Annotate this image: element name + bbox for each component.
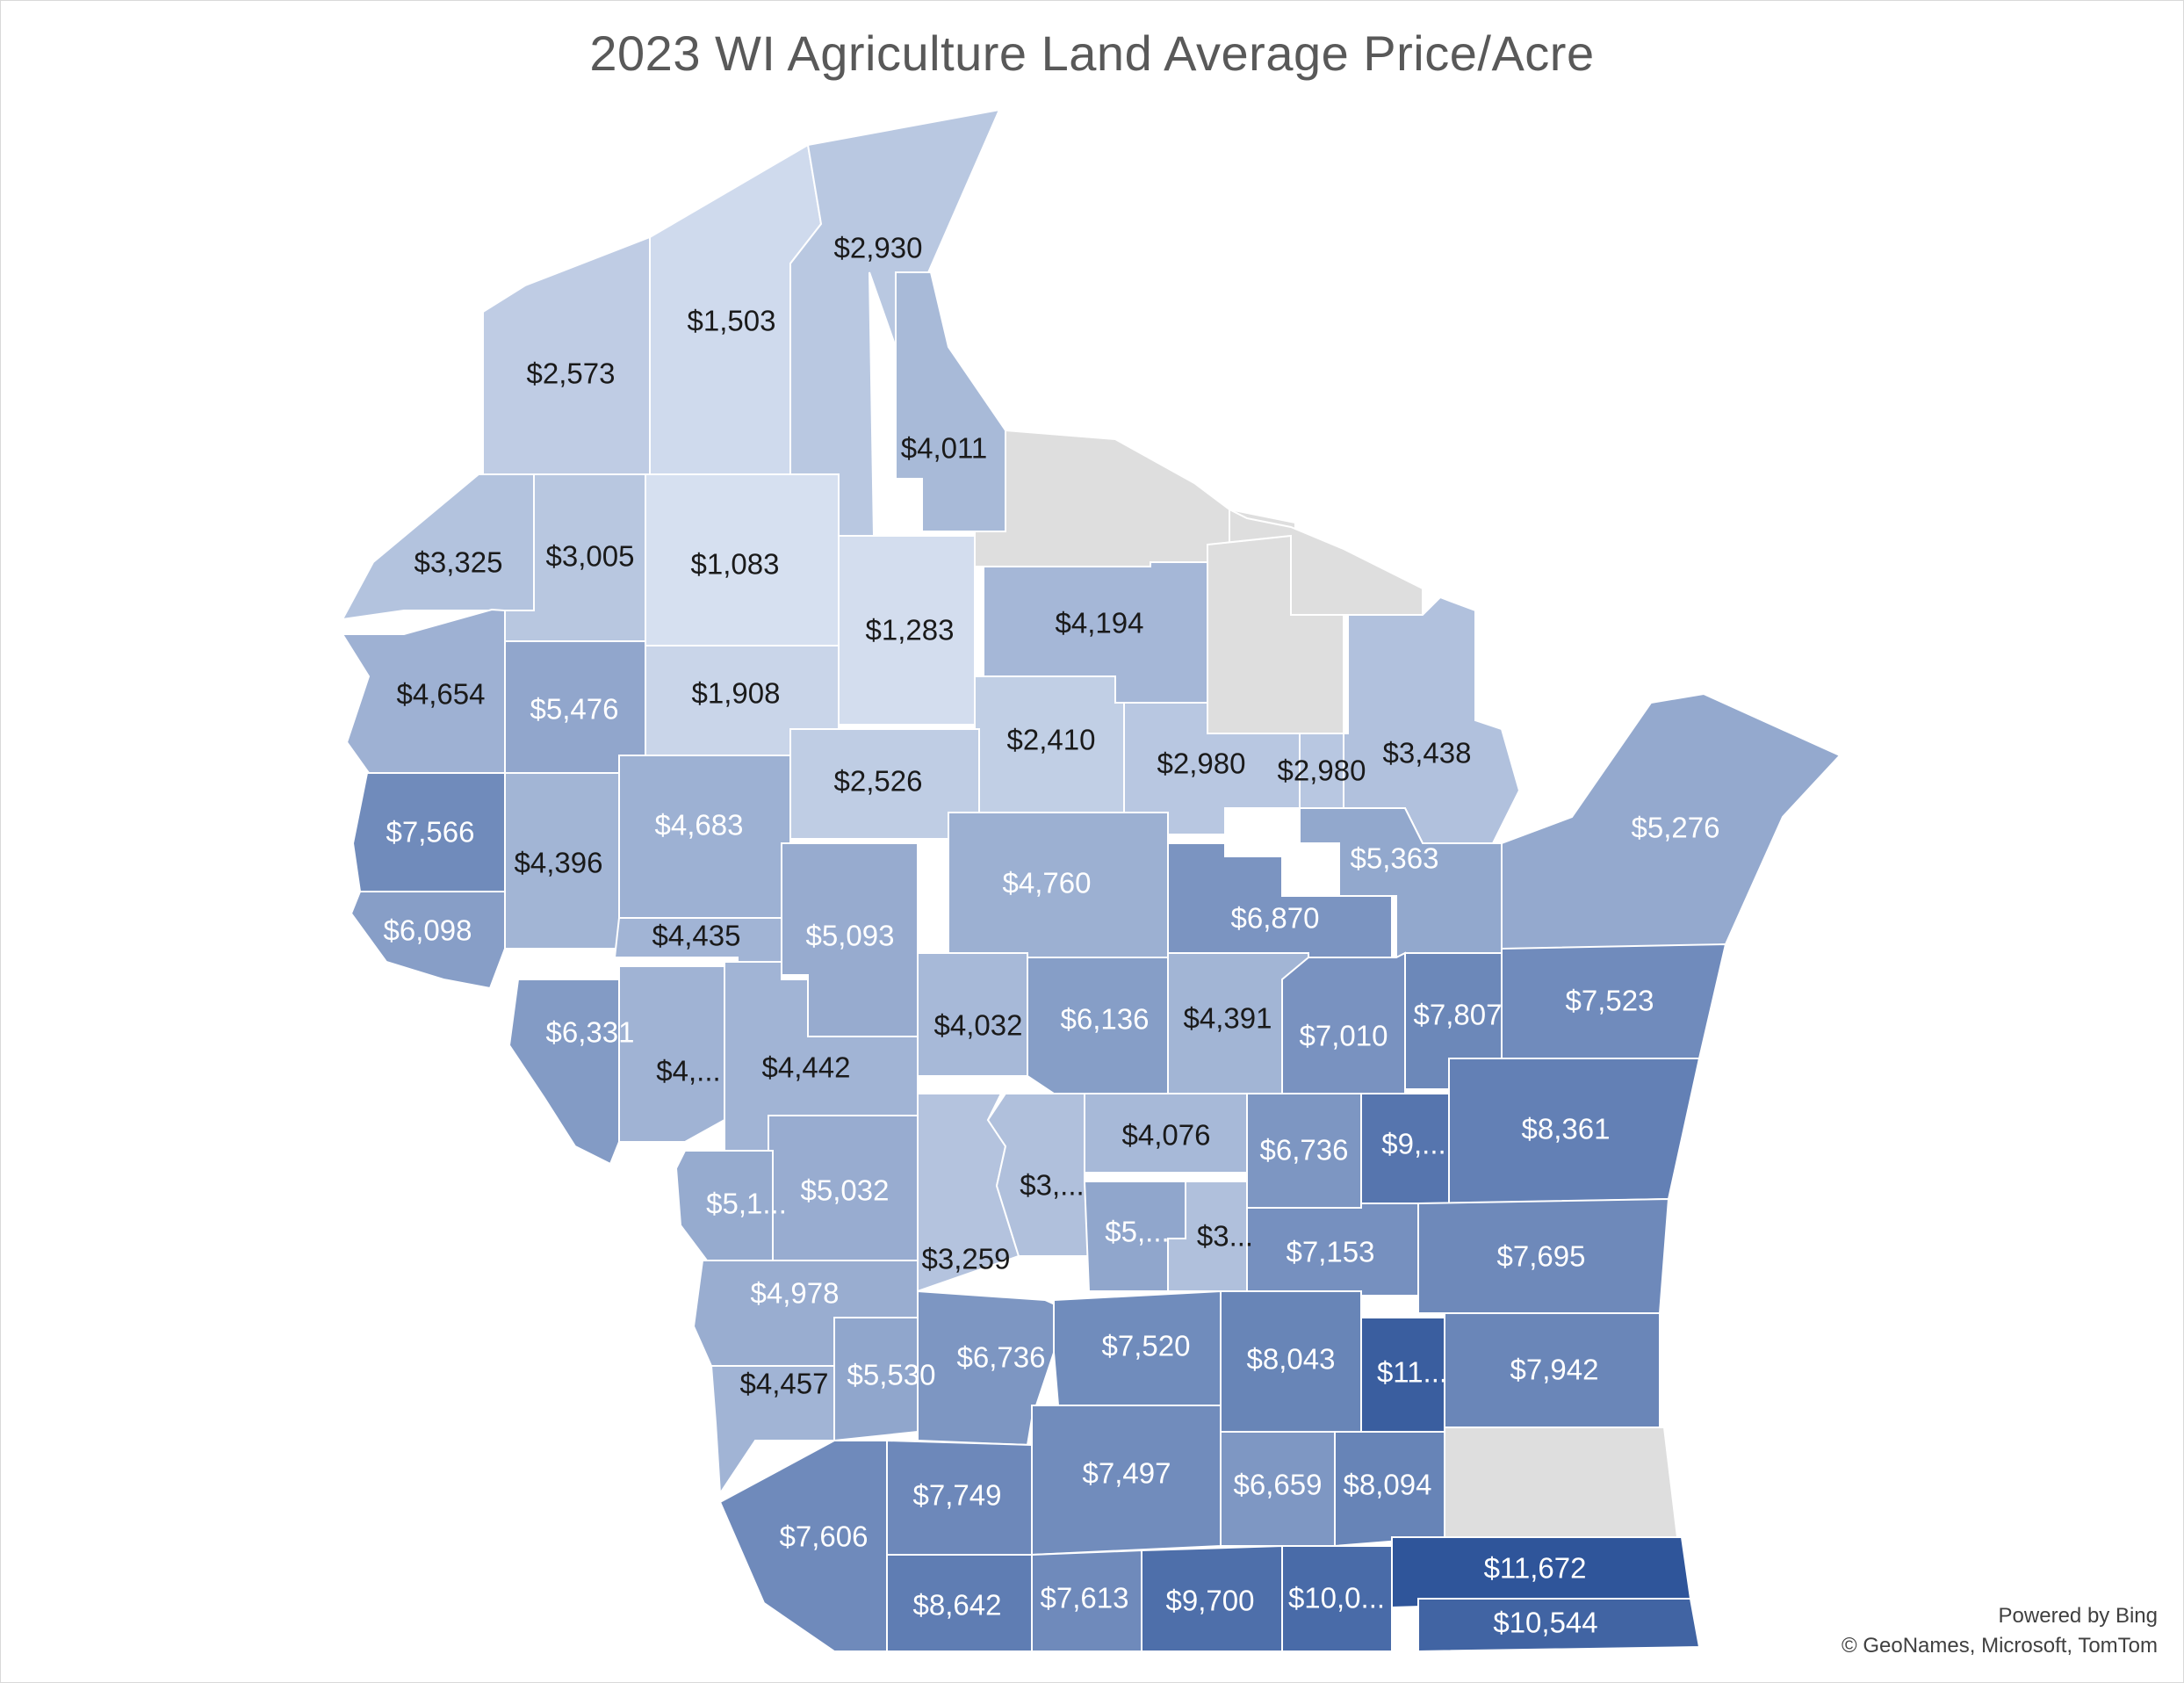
county-label-ashland: $2,930 xyxy=(834,232,923,264)
county-label-kenosha: $10,544 xyxy=(1493,1607,1597,1639)
county-label-ozaukee: $7,695 xyxy=(1497,1240,1586,1273)
county-label-burnett: $3,325 xyxy=(414,546,503,579)
county-label-sawyer: $1,083 xyxy=(691,548,780,581)
county-label-brown: $7,010 xyxy=(1300,1020,1388,1052)
county-label-vernon: $4,978 xyxy=(751,1277,840,1310)
county-label-iowa: $7,749 xyxy=(913,1479,1002,1512)
county-label-sheboygan: $8,361 xyxy=(1522,1113,1611,1145)
county-label-oneida: $4,194 xyxy=(1056,607,1144,639)
credit-attribution: © GeoNames, Microsoft, TomTom xyxy=(1842,1634,2158,1658)
county-label-fond-du-lac: $7,153 xyxy=(1287,1236,1375,1268)
county-label-winnebago: $6,736 xyxy=(1260,1134,1349,1167)
county-adams[interactable] xyxy=(986,1093,1090,1257)
county-label-monroe: $5,032 xyxy=(801,1174,890,1207)
county-label-dane: $7,497 xyxy=(1083,1457,1171,1490)
county-label-waupaca: $6,136 xyxy=(1061,1003,1150,1036)
county-label-marinette: $3,438 xyxy=(1383,737,1472,769)
county-label-iron: $4,011 xyxy=(901,432,987,465)
county-label-door: $5,276 xyxy=(1632,812,1720,844)
county-label-lincoln: $2,980 xyxy=(1157,748,1246,780)
county-walworth[interactable] xyxy=(1281,1545,1393,1652)
county-label-columbia: $7,520 xyxy=(1102,1330,1191,1362)
county-label-rock: $9,700 xyxy=(1166,1585,1255,1617)
county-green-lake[interactable] xyxy=(1167,1181,1248,1292)
county-label-washington: $11... xyxy=(1377,1356,1447,1389)
county-label-marquette: $5,... xyxy=(1105,1216,1169,1248)
county-label-richland: $5,530 xyxy=(847,1359,936,1391)
county-label-calumet: $9,... xyxy=(1381,1128,1445,1160)
county-label-grant: $7,606 xyxy=(780,1520,869,1553)
county-label-racine: $11,672 xyxy=(1484,1552,1587,1585)
county-label-washburn: $3,005 xyxy=(546,540,635,573)
county-label-kewaunee: $7,807 xyxy=(1414,999,1503,1031)
county-label-waukesha: $7,942 xyxy=(1510,1354,1599,1386)
county-label-juneau: $3,259 xyxy=(922,1243,1011,1275)
county-label-st-croix: $7,566 xyxy=(386,816,475,849)
county-douglas[interactable] xyxy=(482,235,651,475)
county-label-price: $1,283 xyxy=(866,614,955,646)
county-label-bayfield: $1,503 xyxy=(688,305,776,337)
county-label-jefferson: $6,659 xyxy=(1234,1469,1323,1501)
county-label-outagamie: $4,391 xyxy=(1184,1002,1272,1035)
county-label-pierce: $6,098 xyxy=(384,914,472,947)
county-pierce[interactable] xyxy=(350,891,506,990)
county-label-pepin-eau-claire: $4,435 xyxy=(652,920,741,952)
county-label-dodge: $8,043 xyxy=(1247,1343,1336,1376)
county-label-wood: $5,093 xyxy=(806,920,895,952)
county-label-portage: $4,032 xyxy=(934,1009,1023,1042)
county-label-waukesha2: $8,094 xyxy=(1344,1469,1432,1501)
county-label-sauk: $6,736 xyxy=(957,1341,1046,1374)
county-label-trempealeau: $4,... xyxy=(656,1055,720,1087)
county-label-dunn: $4,396 xyxy=(515,847,603,879)
county-label-oconto: $5,363 xyxy=(1351,842,1439,875)
county-label-douglas: $2,573 xyxy=(527,358,616,390)
county-label-marathon: $4,760 xyxy=(1003,867,1092,899)
county-kenosha[interactable] xyxy=(1417,1598,1701,1653)
map-title: 2023 WI Agriculture Land Average Price/A… xyxy=(589,25,1595,81)
county-label-waushara: $4,076 xyxy=(1122,1119,1211,1152)
county-label-chippewa: $4,683 xyxy=(655,809,744,842)
county-label-green: $7,613 xyxy=(1041,1582,1129,1614)
county-label-adams: $3,... xyxy=(1020,1169,1084,1202)
county-label-langlade: $2,980 xyxy=(1278,755,1366,787)
county-label-la-crosse: $5,1... xyxy=(706,1188,787,1220)
county-label-green-lake: $3... xyxy=(1197,1220,1253,1253)
county-label-rusk: $1,908 xyxy=(692,677,781,710)
county-buffalo[interactable] xyxy=(508,979,620,1166)
county-label-shawano: $6,870 xyxy=(1231,902,1320,935)
county-label-crawford: $4,457 xyxy=(740,1368,829,1400)
county-marinette[interactable] xyxy=(1343,596,1521,844)
county-label-buffalo: $6,331 xyxy=(546,1016,635,1049)
county-label-manitowoc: $7,523 xyxy=(1566,985,1654,1017)
county-label-taylor: $2,410 xyxy=(1007,724,1096,756)
county-iron[interactable] xyxy=(895,271,1006,532)
county-trempealeau[interactable] xyxy=(618,965,725,1143)
county-label-jackson: $4,442 xyxy=(762,1051,851,1084)
county-label-lafayette: $8,642 xyxy=(913,1589,1002,1622)
county-label-walworth: $10,0... xyxy=(1288,1582,1385,1614)
county-label-polk: $4,654 xyxy=(397,678,486,711)
county-milwaukee[interactable] xyxy=(1444,1427,1679,1538)
credit-powered-by: Powered by Bing xyxy=(1998,1604,2158,1628)
county-label-clark: $2,526 xyxy=(834,765,923,798)
county-label-barron: $5,476 xyxy=(530,693,619,726)
